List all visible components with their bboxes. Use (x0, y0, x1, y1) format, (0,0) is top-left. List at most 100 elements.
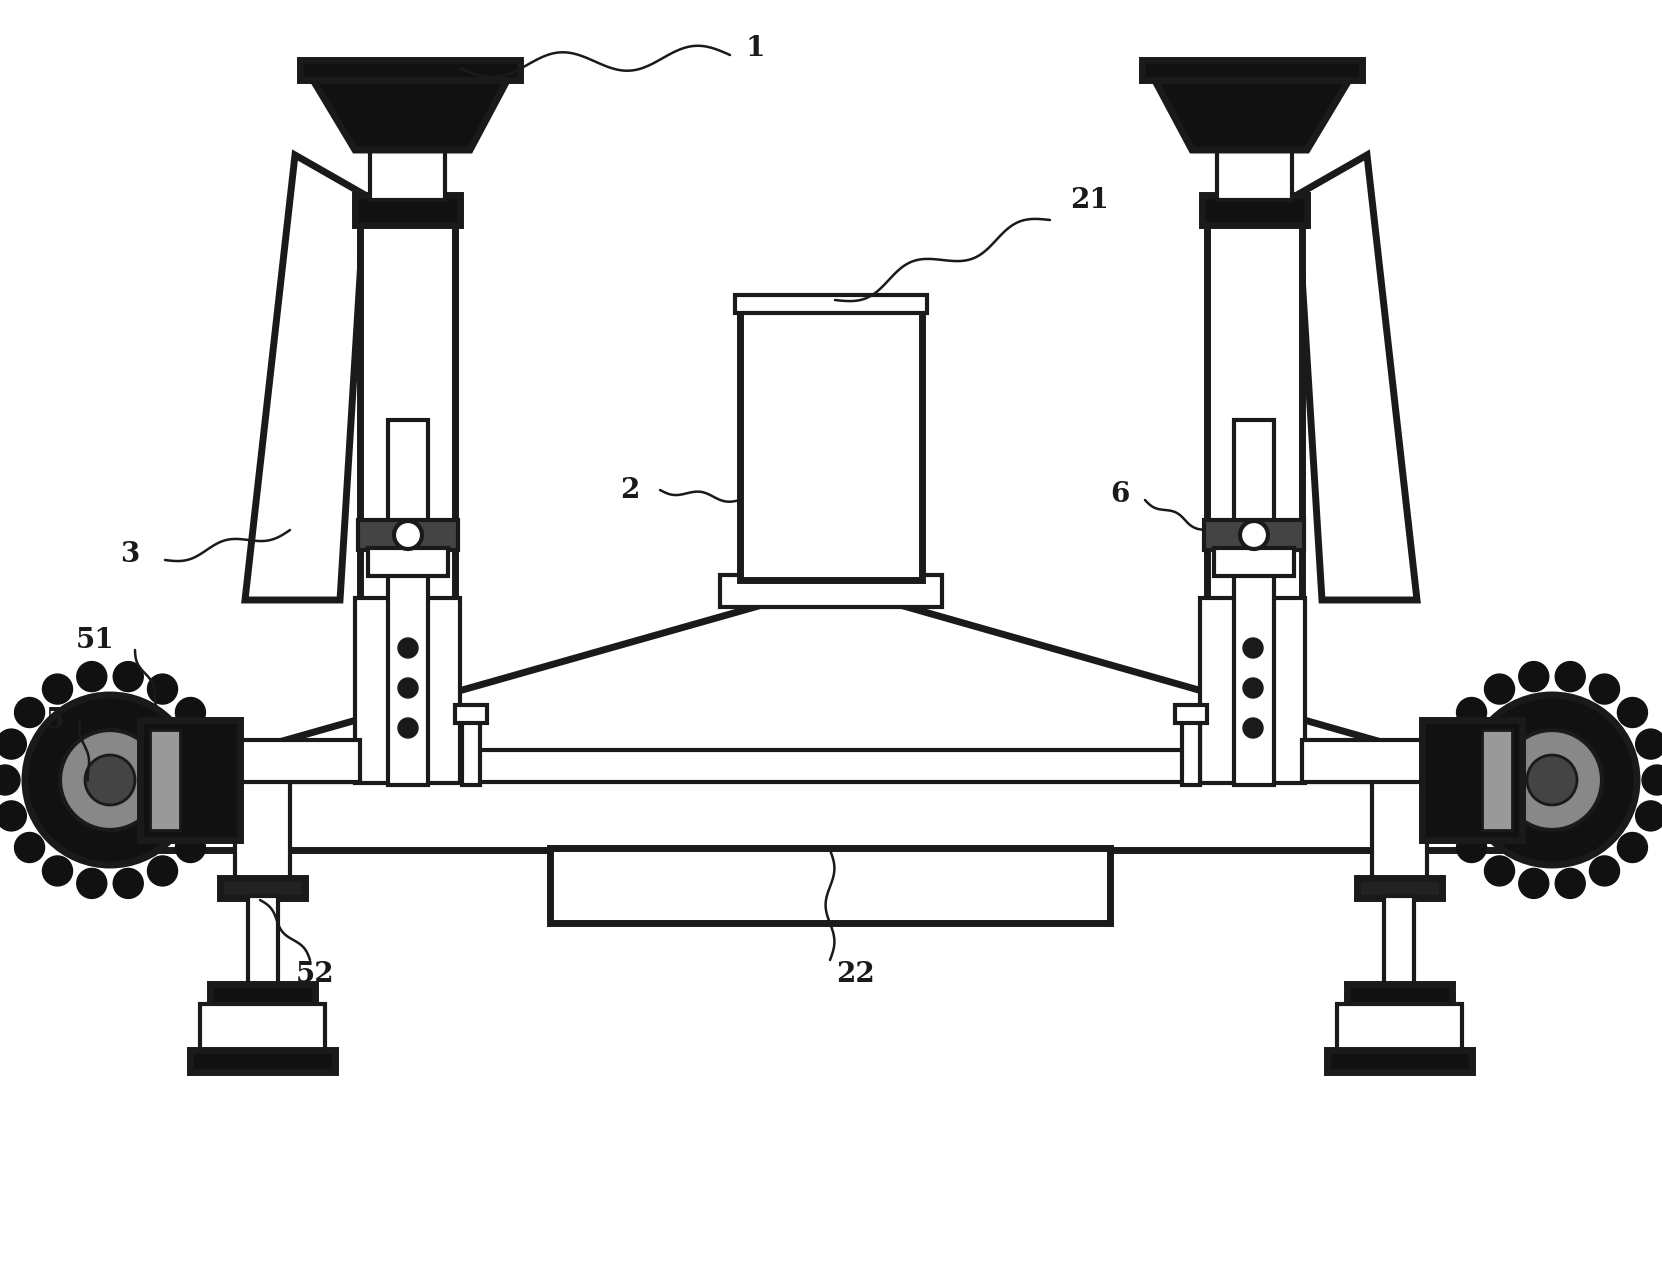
Bar (219, 878, 306, 898)
Polygon shape (1296, 155, 1418, 600)
Text: 51: 51 (76, 627, 115, 654)
Bar (1356, 878, 1443, 898)
Circle shape (397, 717, 419, 738)
Circle shape (15, 697, 45, 728)
Circle shape (1519, 661, 1549, 692)
Bar (735, 295, 927, 313)
Text: 6: 6 (1110, 482, 1130, 509)
Bar (150, 730, 179, 831)
Text: 5: 5 (45, 706, 65, 734)
Bar (189, 1049, 336, 1072)
Bar (1483, 730, 1512, 831)
Bar (1233, 420, 1275, 785)
Text: 52: 52 (296, 962, 334, 988)
Circle shape (0, 801, 27, 831)
Circle shape (1243, 639, 1263, 658)
Circle shape (1438, 729, 1468, 759)
Text: 3: 3 (120, 542, 140, 569)
Bar (462, 710, 480, 785)
Bar (229, 740, 361, 782)
Circle shape (1456, 832, 1486, 862)
Circle shape (25, 695, 194, 865)
Bar (1423, 720, 1522, 840)
Bar (145, 750, 1516, 782)
Circle shape (1589, 856, 1619, 885)
Bar (367, 548, 449, 576)
Circle shape (0, 729, 27, 759)
Bar (720, 575, 942, 607)
Circle shape (0, 764, 20, 795)
Polygon shape (311, 75, 510, 150)
Bar (248, 895, 278, 986)
Circle shape (148, 856, 178, 885)
Bar (1203, 520, 1305, 550)
Circle shape (1617, 832, 1647, 862)
Bar (1346, 985, 1453, 1006)
Bar (1217, 150, 1291, 200)
Circle shape (1456, 697, 1486, 728)
Bar (1182, 710, 1200, 785)
Bar (371, 150, 445, 200)
Circle shape (194, 729, 224, 759)
Circle shape (148, 674, 178, 705)
Circle shape (1642, 764, 1662, 795)
Circle shape (176, 832, 206, 862)
Circle shape (1502, 730, 1602, 831)
Bar (1202, 195, 1306, 225)
Bar (550, 848, 1110, 923)
Circle shape (15, 832, 45, 862)
Circle shape (1617, 697, 1647, 728)
Circle shape (176, 697, 206, 728)
Bar (1336, 1004, 1463, 1054)
Bar (140, 720, 239, 840)
Circle shape (397, 639, 419, 658)
Circle shape (76, 661, 106, 692)
Circle shape (113, 869, 143, 898)
Circle shape (1556, 661, 1586, 692)
Bar (356, 195, 460, 225)
Bar (301, 60, 520, 80)
Circle shape (1635, 801, 1662, 831)
Bar (1326, 1049, 1473, 1072)
Circle shape (85, 756, 135, 805)
Circle shape (199, 764, 229, 795)
Circle shape (1438, 801, 1468, 831)
Circle shape (397, 678, 419, 698)
Circle shape (43, 856, 73, 885)
Circle shape (1468, 695, 1637, 865)
Bar (145, 780, 1516, 850)
Text: 22: 22 (836, 962, 874, 988)
Bar (357, 520, 459, 550)
Bar (199, 1004, 326, 1054)
Bar (1213, 548, 1295, 576)
Circle shape (1243, 678, 1263, 698)
Circle shape (1519, 869, 1549, 898)
Bar (209, 985, 316, 1006)
Circle shape (1484, 856, 1514, 885)
Polygon shape (145, 605, 1516, 780)
Circle shape (394, 522, 422, 550)
Circle shape (113, 661, 143, 692)
Circle shape (1635, 729, 1662, 759)
Text: 2: 2 (620, 477, 640, 504)
Bar (1384, 895, 1414, 986)
Bar (361, 220, 455, 780)
Bar (387, 420, 429, 785)
Bar (234, 780, 289, 880)
Text: 1: 1 (745, 34, 765, 61)
Bar (1142, 60, 1361, 80)
Polygon shape (1152, 75, 1351, 150)
Circle shape (60, 730, 160, 831)
Bar (1200, 598, 1305, 784)
Bar (455, 705, 487, 722)
Circle shape (1243, 717, 1263, 738)
Circle shape (1589, 674, 1619, 705)
Polygon shape (244, 155, 366, 600)
Circle shape (194, 801, 224, 831)
Bar (1175, 705, 1207, 722)
Circle shape (76, 869, 106, 898)
Circle shape (1527, 756, 1577, 805)
Bar (740, 310, 922, 580)
Text: 21: 21 (1070, 187, 1109, 214)
Circle shape (1484, 674, 1514, 705)
